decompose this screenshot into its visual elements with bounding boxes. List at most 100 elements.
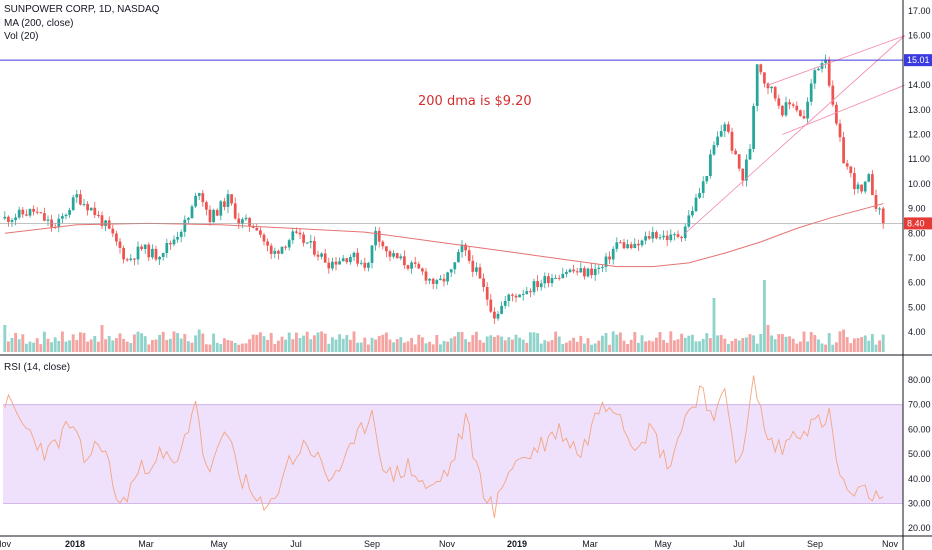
candle (521, 289, 525, 301)
volume-bar (654, 337, 658, 352)
volume-bar (590, 344, 594, 352)
candle (118, 238, 122, 254)
volume-bar (219, 344, 223, 352)
volume-bar (24, 343, 28, 352)
volume-bar (374, 339, 378, 352)
volume-bar (780, 334, 784, 352)
volume-bar (230, 340, 234, 352)
volume-bar (510, 339, 514, 352)
volume-bar (172, 331, 176, 352)
trendline[interactable] (684, 35, 906, 234)
candle-body (79, 194, 82, 205)
volume-bar (276, 340, 280, 352)
candle-body (565, 272, 568, 274)
candle-body (305, 242, 309, 244)
candle (791, 102, 795, 109)
volume-bar (838, 331, 842, 352)
candle-body (255, 227, 259, 231)
candle (79, 189, 82, 206)
volume-bar (698, 341, 702, 352)
candle-body (500, 305, 503, 314)
volume-bar (582, 343, 586, 352)
candle (377, 227, 381, 248)
candle (550, 273, 554, 287)
candle (460, 240, 464, 258)
candle (503, 296, 507, 309)
candle (496, 310, 500, 321)
candle (316, 250, 320, 261)
volume-bar (32, 342, 36, 352)
candle-body (25, 214, 28, 216)
rsi-tick-label: 80.00 (908, 375, 931, 385)
candle (385, 246, 388, 258)
candle (212, 208, 215, 224)
candle-body (867, 174, 871, 182)
candle-body (683, 226, 687, 239)
candle-body (244, 217, 248, 220)
volume-bar (521, 339, 525, 352)
volume-bar (478, 340, 482, 352)
candle-body (478, 267, 482, 279)
volume-bar (878, 340, 882, 352)
volume-bar (672, 340, 676, 352)
candle (777, 94, 781, 109)
candle (305, 242, 309, 245)
candle-body (385, 246, 388, 252)
candle-body (179, 231, 183, 237)
price-tick-label: 4.00 (908, 327, 926, 337)
candle-body (226, 194, 230, 207)
volume-bar (60, 331, 64, 352)
candle-body (269, 245, 273, 254)
candle-body (651, 232, 655, 239)
candle (723, 121, 727, 138)
candle (255, 223, 259, 232)
candle-body (863, 181, 867, 192)
candle-body (809, 83, 813, 102)
volume-bar (28, 341, 32, 352)
candle (835, 101, 838, 126)
candle (586, 267, 590, 278)
price-pane[interactable] (0, 35, 906, 324)
candle (215, 208, 219, 217)
volume-bar (212, 333, 216, 352)
rsi-pane[interactable] (3, 375, 903, 518)
candle (561, 267, 565, 279)
candle (644, 231, 647, 245)
candle (435, 278, 439, 290)
volume-bar (543, 340, 547, 352)
volume-bar (280, 336, 284, 352)
candle-body (205, 202, 208, 210)
time-tick-label: Jul (733, 539, 745, 549)
candle (111, 224, 115, 237)
volume-bar (341, 338, 345, 352)
candle-body (7, 216, 10, 222)
candle (716, 131, 719, 148)
volume-bar (287, 332, 291, 352)
candle-body (71, 197, 75, 211)
resistance-badge: 15.01 (907, 55, 930, 65)
trendline[interactable] (782, 84, 905, 135)
candle-body (579, 268, 583, 273)
volume-bar (104, 339, 108, 352)
candle (115, 230, 118, 246)
volume-bar (417, 334, 421, 352)
candle (208, 205, 212, 226)
volume-bar (575, 341, 579, 352)
candle-body (262, 234, 266, 242)
candle-body (169, 242, 172, 245)
candle (287, 238, 291, 251)
candle (845, 159, 849, 170)
candle-body (467, 250, 471, 261)
candle (100, 211, 104, 229)
candle-body (158, 257, 161, 260)
volume-bar (827, 333, 831, 352)
candle-body (431, 278, 435, 284)
candle-body (449, 269, 453, 273)
candle-body (521, 294, 525, 296)
volume-bar (305, 331, 309, 352)
time-tick-label: Nov (0, 539, 11, 549)
candle-body (183, 219, 187, 232)
candle-body (539, 283, 543, 288)
candle-body (89, 207, 93, 211)
